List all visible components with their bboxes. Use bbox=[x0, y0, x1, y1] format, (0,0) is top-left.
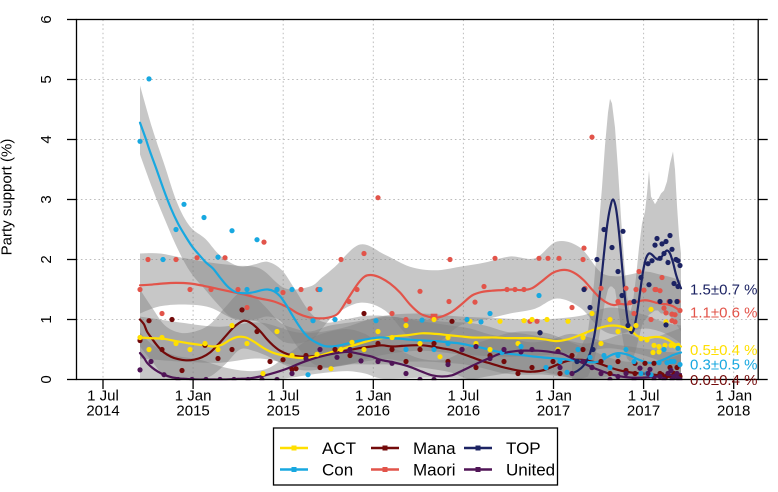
svg-text:5: 5 bbox=[38, 75, 55, 83]
svg-text:Con: Con bbox=[322, 461, 353, 480]
svg-text:ACT: ACT bbox=[322, 439, 356, 458]
svg-text:United: United bbox=[506, 461, 555, 480]
svg-text:1: 1 bbox=[38, 315, 55, 323]
svg-text:2015: 2015 bbox=[176, 403, 209, 420]
svg-text:1 Jan: 1 Jan bbox=[175, 388, 212, 405]
svg-text:1 Jan: 1 Jan bbox=[535, 388, 572, 405]
svg-text:Maori: Maori bbox=[413, 461, 456, 480]
svg-text:0.3±0.5 %: 0.3±0.5 % bbox=[690, 356, 757, 373]
svg-text:2018: 2018 bbox=[717, 403, 750, 420]
svg-text:3: 3 bbox=[38, 195, 55, 203]
svg-text:2017: 2017 bbox=[627, 403, 660, 420]
svg-text:4: 4 bbox=[38, 135, 55, 143]
svg-text:2016: 2016 bbox=[357, 403, 390, 420]
svg-text:1.5±0.7 %: 1.5±0.7 % bbox=[690, 281, 757, 298]
svg-text:Mana: Mana bbox=[413, 439, 456, 458]
svg-text:1 Jul: 1 Jul bbox=[267, 388, 299, 405]
svg-text:TOP: TOP bbox=[506, 439, 541, 458]
svg-text:2: 2 bbox=[38, 255, 55, 263]
svg-text:0: 0 bbox=[38, 375, 55, 383]
svg-text:2014: 2014 bbox=[86, 403, 119, 420]
svg-text:0.0±0.4 %: 0.0±0.4 % bbox=[690, 372, 757, 389]
svg-text:1 Jul: 1 Jul bbox=[87, 388, 119, 405]
svg-text:1.1±0.6 %: 1.1±0.6 % bbox=[690, 304, 757, 321]
svg-text:2016: 2016 bbox=[447, 403, 480, 420]
svg-text:2015: 2015 bbox=[267, 403, 300, 420]
svg-text:2017: 2017 bbox=[537, 403, 570, 420]
svg-text:1 Jul: 1 Jul bbox=[628, 388, 660, 405]
svg-text:Party support (%): Party support (%) bbox=[0, 139, 16, 256]
svg-text:1 Jul: 1 Jul bbox=[448, 388, 480, 405]
svg-text:1 Jan: 1 Jan bbox=[715, 388, 752, 405]
svg-text:6: 6 bbox=[38, 15, 55, 23]
svg-text:0.5±0.4 %: 0.5±0.4 % bbox=[690, 342, 757, 359]
svg-text:1 Jan: 1 Jan bbox=[355, 388, 392, 405]
